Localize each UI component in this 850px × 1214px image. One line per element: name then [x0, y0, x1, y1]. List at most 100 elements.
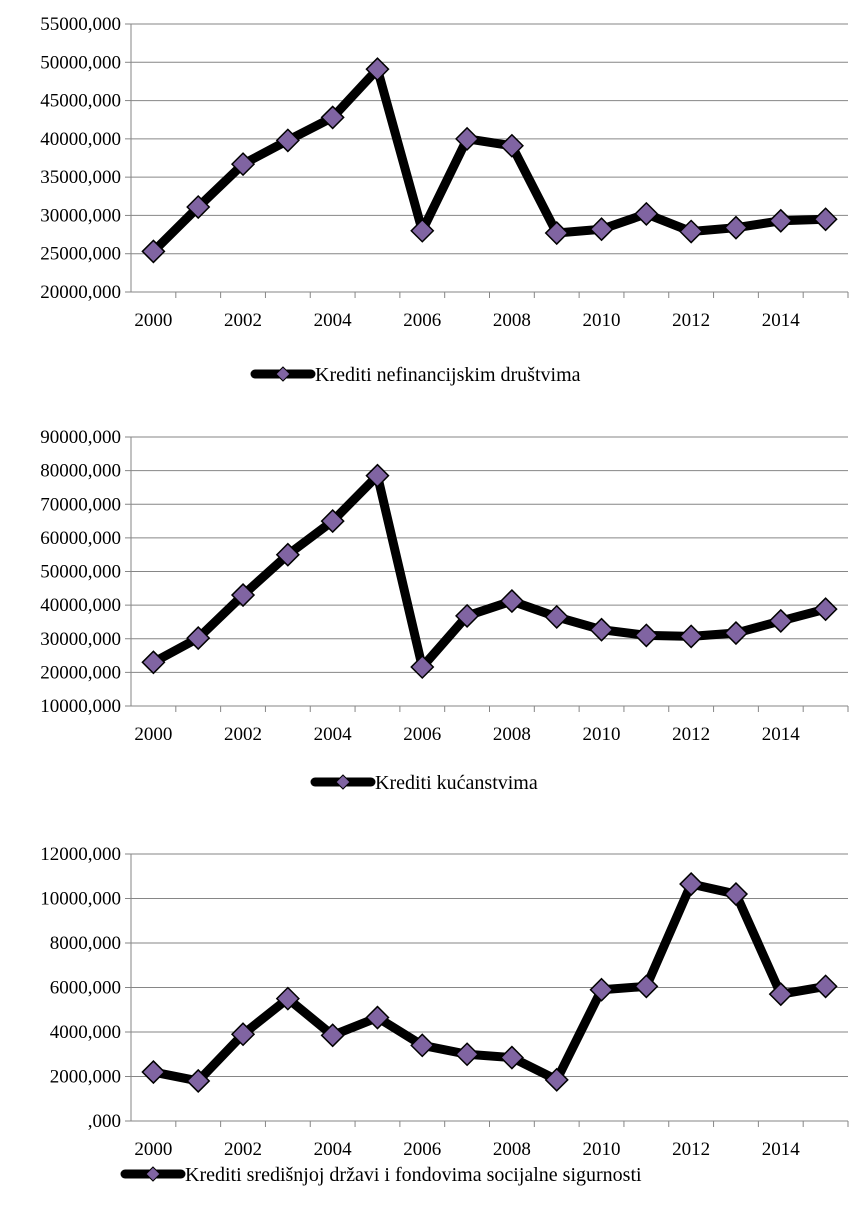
data-point: [499, 1045, 524, 1070]
y-tick-label: 2000,000: [50, 1067, 121, 1088]
x-tick-label: 2006: [403, 1139, 441, 1160]
y-tick-label: 30000,000: [40, 205, 121, 226]
x-tick-label: 2010: [583, 1139, 621, 1160]
data-point: [230, 1022, 256, 1047]
y-tick-label: 40000,000: [40, 595, 121, 616]
x-tick-label: 2002: [224, 1139, 262, 1160]
x-tick-label: 2002: [224, 724, 262, 745]
data-point: [275, 542, 300, 567]
x-tick-label: 2010: [583, 310, 621, 331]
legend-label: Krediti nefinancijskim društvima: [315, 364, 581, 386]
legend-marker: [145, 1166, 161, 1182]
data-point: [455, 126, 480, 151]
x-tick-label: 2000: [134, 1139, 172, 1160]
chart-nonfinancial-loans: 20000,000 25000,000 30000,000 35000,000 4000…: [40, 14, 849, 386]
data-point: [275, 128, 300, 153]
y-tick-label: 20000,000: [40, 662, 121, 683]
y-tick-label: 30000,000: [40, 629, 121, 650]
x-tick-label: 2006: [403, 724, 441, 745]
data-point: [723, 620, 749, 646]
x-tick-label: 2000: [134, 724, 172, 745]
data-point: [365, 1005, 390, 1030]
data-point: [723, 881, 749, 907]
data-point: [679, 624, 704, 649]
data-point: [230, 582, 256, 608]
data-point: [455, 603, 480, 628]
legend-marker: [275, 366, 291, 382]
data-point: [320, 105, 345, 130]
x-tick-label: 2014: [762, 724, 801, 745]
x-tick-label: 2010: [583, 724, 621, 745]
x-tick-label: 2000: [134, 310, 172, 331]
x-tick-label: 2008: [493, 310, 531, 331]
data-point: [813, 974, 838, 999]
y-tick-label: 10000,000: [40, 696, 121, 717]
y-tick-label: 4000,000: [50, 1022, 121, 1043]
x-tick-label: 2014: [762, 1139, 801, 1160]
y-tick-label: 45000,000: [40, 91, 121, 112]
data-point: [320, 509, 345, 534]
data-point: [589, 617, 614, 642]
chart-household-loans: 10000,000 20000,000 30000,000 40000,000 5000…: [40, 427, 849, 794]
x-tick-label: 2012: [672, 310, 710, 331]
y-tick-label: 50000,000: [40, 52, 121, 73]
y-tick-label: 55000,000: [40, 14, 121, 35]
series-line: [148, 471, 831, 672]
y-tick-label: ,000: [88, 1111, 121, 1132]
data-point: [544, 1067, 569, 1092]
x-tick-label: 2004: [314, 310, 353, 331]
x-tick-label: 2008: [493, 1139, 531, 1160]
y-tick-label: 8000,000: [50, 933, 121, 954]
data-point: [499, 133, 524, 158]
y-tick-label: 90000,000: [40, 427, 121, 448]
x-tick-label: 2012: [672, 1139, 710, 1160]
data-point: [320, 1023, 345, 1048]
series-line: [148, 879, 831, 1086]
x-tick-label: 2006: [403, 310, 441, 331]
data-point: [186, 1068, 211, 1094]
data-point: [768, 608, 793, 633]
x-tick-label: 2014: [762, 310, 801, 331]
data-point: [723, 215, 749, 240]
data-point: [679, 871, 704, 897]
x-tick-label: 2004: [314, 724, 353, 745]
y-tick-label: 10000,000: [40, 889, 121, 910]
data-point: [768, 982, 793, 1007]
x-tick-label: 2002: [224, 310, 262, 331]
data-point: [410, 654, 435, 680]
data-point: [275, 986, 300, 1011]
y-tick-label: 50000,000: [40, 562, 121, 583]
data-point: [589, 977, 614, 1002]
y-tick-label: 40000,000: [40, 129, 121, 150]
data-point: [230, 152, 256, 177]
data-point: [186, 626, 211, 651]
data-point: [499, 589, 524, 614]
data-point: [813, 207, 838, 232]
data-point: [813, 597, 838, 622]
y-tick-label: 6000,000: [50, 978, 121, 999]
data-point: [365, 57, 390, 82]
data-point: [410, 218, 435, 243]
data-point: [186, 194, 211, 220]
data-point: [141, 650, 166, 675]
data-point: [365, 463, 390, 488]
y-tick-label: 20000,000: [40, 282, 121, 303]
data-point: [544, 220, 569, 246]
legend-label: Krediti središnjoj državi i fondovima so…: [185, 1164, 642, 1186]
y-tick-label: 35000,000: [40, 167, 121, 188]
series-line: [148, 64, 831, 256]
y-tick-label: 25000,000: [40, 244, 121, 265]
data-point: [679, 219, 704, 244]
data-point: [768, 208, 793, 233]
data-point: [141, 1059, 166, 1085]
legend-marker: [335, 774, 351, 790]
data-point: [634, 623, 659, 648]
x-tick-label: 2012: [672, 724, 710, 745]
data-point: [634, 974, 659, 999]
x-tick-label: 2004: [314, 1139, 353, 1160]
data-point: [544, 604, 569, 629]
y-tick-label: 12000,000: [40, 844, 121, 865]
chart-government-loans: ,000 2000,000 4000,000 6000,000 8000,000 1000…: [40, 844, 849, 1186]
y-tick-label: 80000,000: [40, 461, 121, 482]
